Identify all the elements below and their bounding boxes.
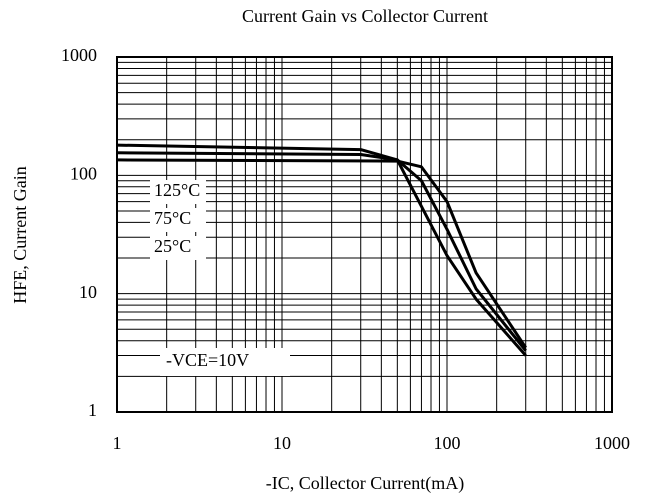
- x-tick-label: 100: [434, 433, 461, 453]
- line: [116, 151, 527, 352]
- legend-box: [150, 180, 206, 204]
- y-tick-label: 100: [70, 163, 97, 183]
- x-tick-label: 10: [273, 433, 291, 453]
- annotation: -VCE=10V: [166, 350, 249, 370]
- y-tick-label: 1000: [61, 45, 97, 65]
- legend-box: [150, 208, 206, 232]
- y-axis-label: HFE, Current Gain: [10, 166, 30, 303]
- x-tick-label: 1: [113, 433, 122, 453]
- chart-title: Current Gain vs Collector Current: [242, 6, 488, 26]
- legend-box: [150, 236, 206, 260]
- y-tick-label: 10: [79, 282, 97, 302]
- x-axis-label: -IC, Collector Current(mA): [266, 473, 464, 494]
- x-tick-label: 1000: [594, 433, 630, 453]
- plot-frame: [116, 56, 613, 413]
- legend-label: 125°C: [154, 180, 200, 200]
- annotation-box: [160, 348, 290, 376]
- legend-label: 75°C: [154, 208, 191, 228]
- legend-label: 25°C: [154, 236, 191, 256]
- line: [116, 143, 527, 357]
- line: [116, 158, 527, 349]
- y-tick-label: 1: [88, 400, 97, 420]
